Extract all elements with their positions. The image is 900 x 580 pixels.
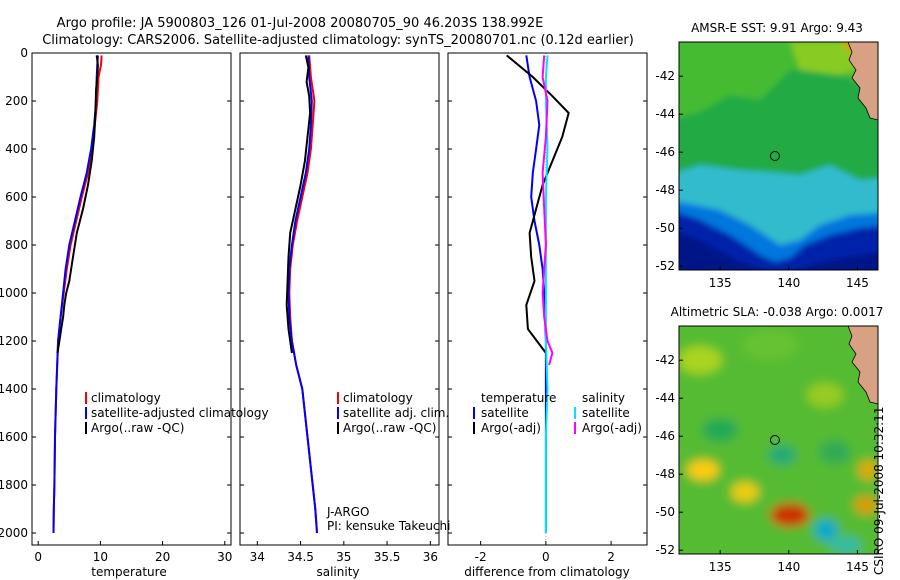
- legend-label-argo: Argo(..raw -QC): [91, 421, 184, 435]
- x-tick-label: 2: [607, 550, 615, 564]
- sla-map-panel: Altimetric SLA: -0.038 Argo: 0.0017: [655, 305, 884, 574]
- map-y-tick-label: -48: [655, 467, 675, 481]
- series-line-satellite-adj-clim-: [287, 55, 318, 534]
- map-x-tick-label: 140: [777, 276, 800, 290]
- map-y-tick-label: -50: [655, 221, 675, 235]
- temperature-panel: 0 10 20 30 0 200 400 600 800 1000 1200 1400 1600 1800…: [0, 46, 269, 579]
- legend-label-argo: Argo(..raw -QC): [343, 421, 436, 435]
- x-tick-label: 20: [155, 550, 170, 564]
- legend-label-sal-argo: Argo(-adj): [582, 421, 642, 435]
- temperature-legend: climatology satellite-adjusted climatolo…: [85, 391, 269, 435]
- map-x-tick-label: 145: [846, 276, 869, 290]
- x-tick-label: 34: [250, 550, 265, 564]
- y-tick-label: 1000: [0, 286, 28, 300]
- map-y-tick-label: -46: [655, 429, 675, 443]
- y-tick-label: 1800: [0, 478, 28, 492]
- legend-label-climatology: climatology: [343, 391, 413, 405]
- series-line-satellite-adjusted-climatology: [52, 55, 99, 534]
- sst-argo-location-marker: [769, 151, 780, 161]
- legend-heading-salinity: salinity: [582, 391, 625, 405]
- temperature-plot-frame: [31, 52, 232, 546]
- y-tick-label: 200: [5, 94, 28, 108]
- salinity-x-label: salinity: [316, 565, 359, 579]
- salinity-plot-frame: [239, 52, 440, 546]
- map-x-tick-label: 140: [777, 560, 800, 574]
- map-y-tick-label: -44: [655, 107, 675, 121]
- temperature-x-label: temperature: [91, 565, 166, 579]
- x-tick-label: 30: [217, 550, 232, 564]
- legend-label-temp-satellite: satellite: [481, 406, 529, 420]
- difference-x-label: difference from climatology: [464, 565, 630, 579]
- legend-label-temp-argo: Argo(-adj): [481, 421, 541, 435]
- y-tick-label: 800: [5, 238, 28, 252]
- map-y-tick-label: -50: [655, 505, 675, 519]
- map-x-tick-label: 135: [709, 276, 732, 290]
- map-y-tick-label: -46: [655, 145, 675, 159]
- figure-title-line2: Climatology: CARS2006. Satellite-adjuste…: [42, 33, 634, 48]
- series-line-argo-raw-qc-: [56, 55, 99, 354]
- salinity-legend: climatology satellite adj. clim. Argo(..…: [337, 391, 449, 435]
- map-y-tick-label: -42: [655, 353, 675, 367]
- difference-panel: -2 0 2 difference from climatology tempera…: [447, 52, 648, 579]
- y-tick-label: 400: [5, 142, 28, 156]
- y-tick-label: 1600: [0, 430, 28, 444]
- float-program-note: J-ARGO: [326, 505, 369, 519]
- sst-map-panel: AMSR-E SST: 9.91 Argo: 9.43 135 140 145 -42…: [655, 21, 879, 290]
- legend-label-satellite: satellite adj. clim.: [343, 406, 449, 420]
- sst-map-title: AMSR-E SST: 9.91 Argo: 9.43: [691, 21, 863, 35]
- series-line-argo-raw-qc-: [285, 55, 312, 354]
- y-tick-label: 1400: [0, 382, 28, 396]
- float-pi-note: PI: kensuke Takeuchi: [327, 519, 450, 533]
- sst-field: [679, 42, 878, 270]
- x-tick-label: 0: [34, 550, 42, 564]
- x-tick-label: 35: [336, 550, 351, 564]
- map-y-tick-label: -44: [655, 391, 675, 405]
- legend-heading-temperature: temperature: [481, 391, 556, 405]
- series-line-temperature-argo-adj-: [506, 54, 570, 354]
- x-tick-label: 0: [542, 550, 550, 564]
- x-tick-label: 35.5: [374, 550, 401, 564]
- map-x-tick-label: 145: [846, 560, 869, 574]
- map-y-tick-label: -48: [655, 183, 675, 197]
- map-y-tick-label: -52: [655, 259, 675, 273]
- coastline-tasmania: [847, 326, 878, 405]
- x-tick-label: -2: [475, 550, 487, 564]
- difference-legend: temperature satellite Argo(-adj) salinit…: [473, 391, 642, 435]
- difference-plot-frame: [447, 52, 648, 546]
- y-tick-label: 1200: [0, 334, 28, 348]
- sla-map-frame: [678, 325, 879, 555]
- figure-title-line1: Argo profile: JA 5900803_126 01-Jul-2008…: [57, 16, 544, 31]
- sst-map-frame: [678, 41, 879, 271]
- series-line-salinity-argo-adj-: [541, 55, 554, 366]
- legend-label-sal-satellite: satellite: [582, 406, 630, 420]
- coastline-tasmania: [847, 42, 878, 121]
- y-tick-label: 600: [5, 190, 28, 204]
- credit-timestamp: CSIRO 09-Jul-2008 10:32:11: [872, 406, 886, 575]
- y-tick-label: 2000: [0, 526, 28, 540]
- x-tick-label: 36: [423, 550, 438, 564]
- y-tick-label: 0: [20, 46, 28, 60]
- legend-label-satellite: satellite-adjusted climatology: [91, 406, 269, 420]
- sla-field: [679, 326, 878, 554]
- sla-map-title: Altimetric SLA: -0.038 Argo: 0.0017: [671, 305, 884, 319]
- map-y-tick-label: -42: [655, 69, 675, 83]
- x-tick-label: 10: [93, 550, 108, 564]
- map-x-tick-label: 135: [709, 560, 732, 574]
- legend-label-climatology: climatology: [91, 391, 161, 405]
- x-tick-label: 34.5: [287, 550, 314, 564]
- sla-argo-location-marker: [769, 435, 780, 445]
- map-y-tick-label: -52: [655, 543, 675, 557]
- series-line-climatology: [288, 55, 318, 534]
- salinity-panel: 34 34.5 35 35.5 36 salinity climatology sate…: [239, 52, 450, 579]
